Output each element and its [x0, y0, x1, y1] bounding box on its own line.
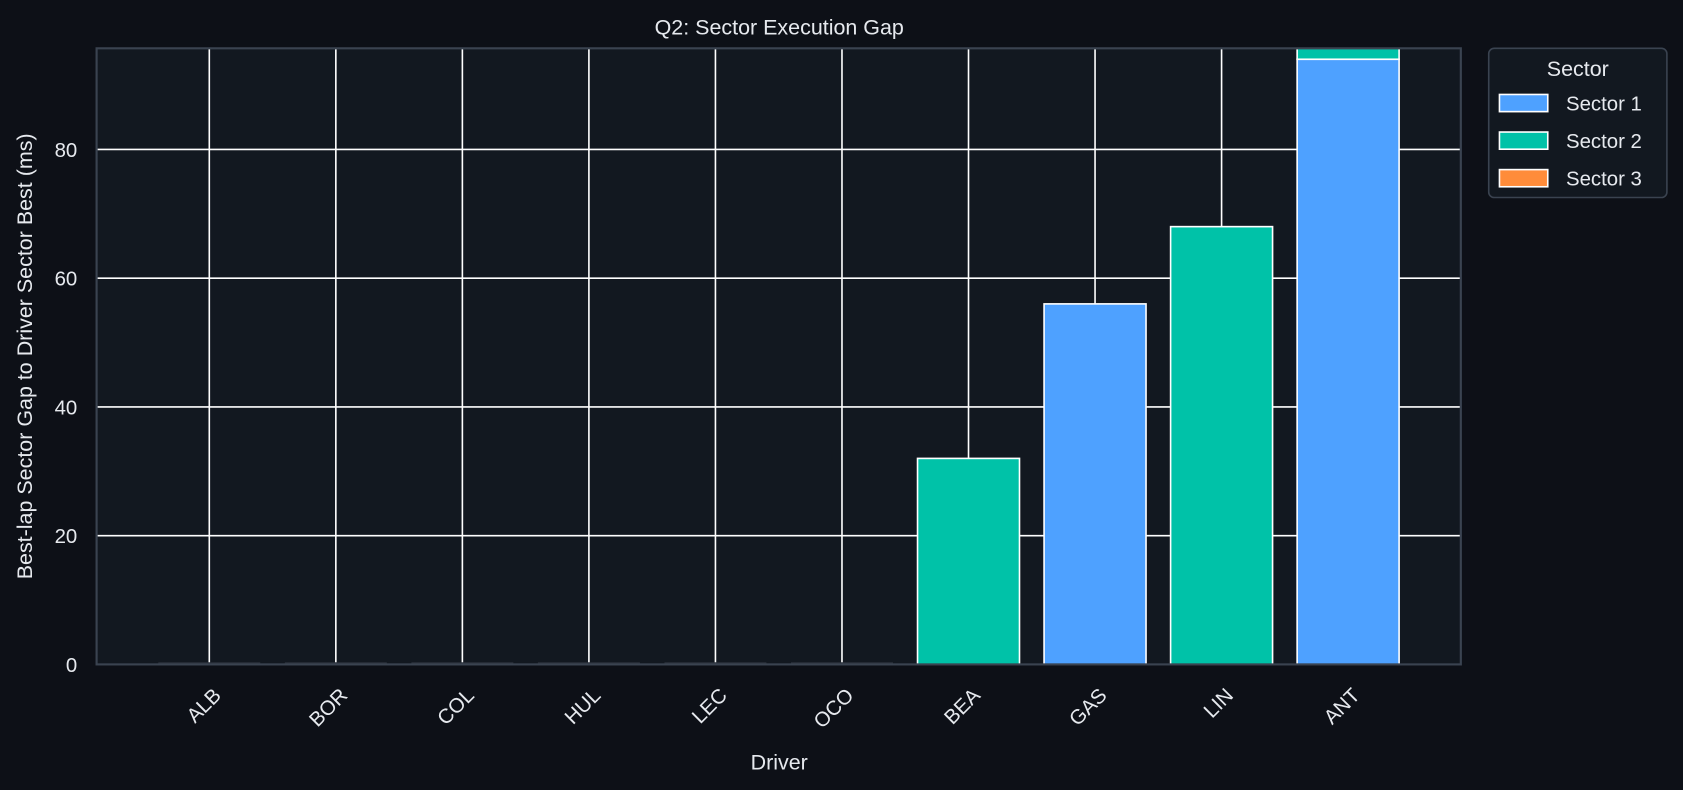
legend-swatch — [1498, 168, 1549, 188]
legend: Sector Sector 1 Sector 2 Sector 3 — [1487, 47, 1668, 199]
bar-GAS-sector-1 — [1043, 303, 1147, 665]
bar-ANT-sector-2 — [1296, 48, 1400, 61]
y-tick-label: 0 — [66, 655, 77, 677]
x-tick-label: HUL — [561, 685, 605, 729]
legend-label: Sector 2 — [1566, 131, 1642, 153]
legend-swatch — [1498, 131, 1549, 151]
plot-frame — [95, 47, 1462, 666]
chart-title: Q2: Sector Execution Gap — [655, 15, 904, 39]
legend-label: Sector 3 — [1566, 169, 1642, 191]
legend-title: Sector — [1547, 57, 1609, 81]
x-tick-label: LIN — [1200, 685, 1238, 723]
x-axis-label: Driver — [751, 751, 808, 775]
y-axis-label: Best-lap Sector Gap to Driver Sector Bes… — [13, 133, 37, 579]
x-ticks: ALB BOR COL HUL LEC OCO BEA GAS LIN ANT — [183, 684, 1365, 733]
x-tick-label: BOR — [305, 685, 352, 732]
legend-label: Sector 1 — [1566, 94, 1642, 116]
x-tick-label: GAS — [1065, 685, 1111, 731]
x-tick-label: LEC — [688, 685, 732, 729]
x-tick-label: ALB — [183, 685, 226, 728]
y-tick-label: 20 — [55, 526, 78, 548]
x-tick-label: ANT — [1320, 685, 1364, 729]
y-tick-label: 80 — [55, 140, 78, 162]
x-tick-label: BEA — [941, 684, 986, 729]
x-tick-label: OCO — [810, 685, 858, 733]
legend-swatch — [1498, 93, 1549, 113]
y-ticks: 0 20 40 60 80 — [55, 140, 78, 677]
bar-BEA-sector-2 — [916, 457, 1021, 665]
bar-ANT-sector-1 — [1296, 58, 1400, 665]
bar-LIN-sector-2 — [1169, 225, 1274, 665]
x-tick-label: COL — [434, 685, 479, 730]
y-tick-label: 40 — [55, 397, 78, 419]
y-tick-label: 60 — [55, 269, 78, 291]
